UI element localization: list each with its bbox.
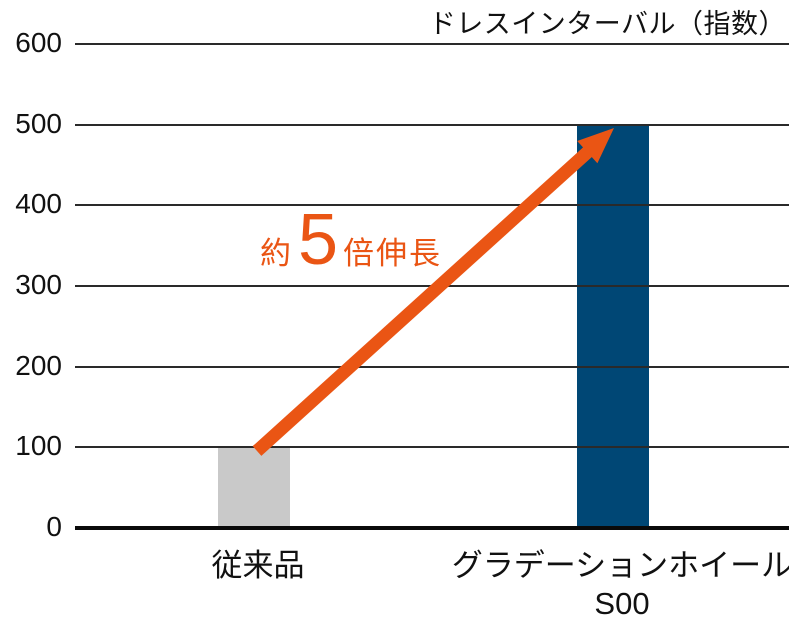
y-tick-label-100: 100	[15, 430, 62, 462]
annotation-multiplier: 5	[298, 200, 339, 280]
x-axis-line	[75, 526, 789, 530]
y-tick-label-500: 500	[15, 107, 62, 139]
growth-arrow-shaft	[252, 144, 596, 456]
y-tick-label-300: 300	[15, 269, 62, 301]
bar-0-value-100	[218, 447, 290, 528]
annotation-prefix: 約	[260, 236, 293, 271]
gridline-100	[75, 446, 789, 449]
gridline-500	[75, 123, 789, 126]
y-tick-label-600: 600	[15, 27, 62, 59]
y-tick-label-400: 400	[15, 188, 62, 220]
gridline-600	[75, 43, 789, 45]
gridline-200	[75, 365, 789, 368]
annotation-suffix: 倍伸長	[343, 236, 443, 271]
x-category-label-1: グラデーションホイール S00	[451, 548, 789, 621]
gridline-300	[75, 285, 789, 287]
bar-1-value-500	[577, 124, 649, 528]
y-tick-label-0: 0	[46, 511, 62, 543]
y-tick-label-200: 200	[15, 349, 62, 381]
x-category-label-0: 従来品	[211, 548, 305, 583]
chart-title: ドレスインターバル（指数）	[428, 9, 786, 39]
growth-annotation: 約 5 倍伸長	[260, 204, 442, 276]
